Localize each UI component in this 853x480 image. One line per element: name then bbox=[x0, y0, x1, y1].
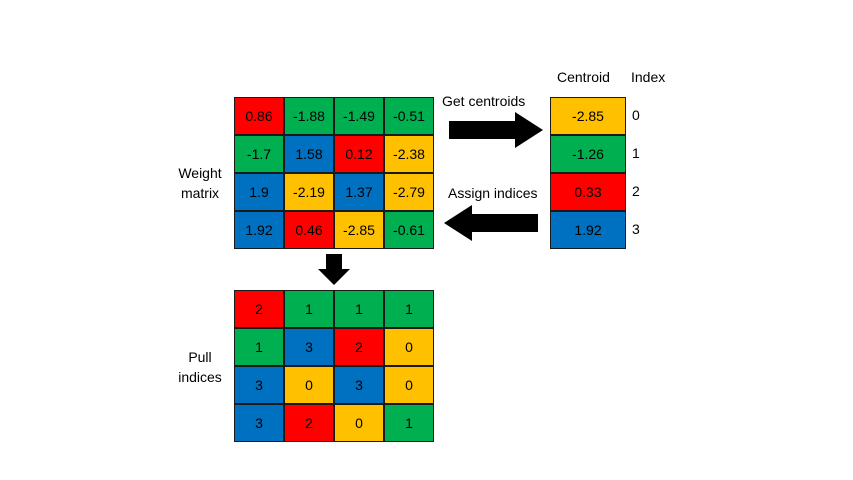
weight-cell: -1.7 bbox=[234, 135, 284, 173]
pull-index-cell: 0 bbox=[384, 328, 434, 366]
weight-matrix-label: Weight matrix bbox=[170, 163, 230, 203]
pull-index-cell: 3 bbox=[284, 328, 334, 366]
get-centroids-label: Get centroids bbox=[442, 93, 526, 109]
weight-cell: 1.37 bbox=[334, 173, 384, 211]
centroid-index-label: 3 bbox=[632, 221, 640, 237]
pull-index-cell: 3 bbox=[334, 366, 384, 404]
pull-index-cell: 2 bbox=[284, 404, 334, 442]
weight-cell: -0.61 bbox=[384, 211, 434, 249]
weight-cell: -1.88 bbox=[284, 97, 334, 135]
assign-indices-label: Assign indices bbox=[448, 185, 538, 201]
centroid-header: Centroid bbox=[557, 69, 610, 85]
pull-index-cell: 3 bbox=[234, 366, 284, 404]
pull-index-cell: 1 bbox=[334, 290, 384, 328]
centroid-index-label: 2 bbox=[632, 183, 640, 199]
weight-cell: 1.9 bbox=[234, 173, 284, 211]
pull-indices-label: Pull indices bbox=[172, 347, 228, 387]
weight-cell: 1.58 bbox=[284, 135, 334, 173]
index-header: Index bbox=[631, 69, 666, 85]
weight-cell: 0.12 bbox=[334, 135, 384, 173]
centroid-index-label: 1 bbox=[632, 145, 640, 161]
right-arrow-icon bbox=[449, 112, 543, 148]
weight-cell: 0.86 bbox=[234, 97, 284, 135]
centroid-cell: 1.92 bbox=[550, 211, 626, 249]
pull-index-cell: 2 bbox=[334, 328, 384, 366]
pull-index-cell: 0 bbox=[284, 366, 334, 404]
centroid-cell: -2.85 bbox=[550, 97, 626, 135]
down-arrow-icon bbox=[318, 254, 350, 285]
weight-cell: -2.79 bbox=[384, 173, 434, 211]
left-arrow-icon bbox=[444, 205, 538, 241]
weight-cell: -0.51 bbox=[384, 97, 434, 135]
centroid-column: -2.85 -1.26 0.33 1.92 bbox=[550, 97, 626, 249]
pull-index-cell: 2 bbox=[234, 290, 284, 328]
pull-index-cell: 0 bbox=[334, 404, 384, 442]
weight-cell: -1.49 bbox=[334, 97, 384, 135]
weight-matrix-grid: 0.86 -1.88 -1.49 -0.51 -1.7 1.58 0.12 -2.38 1.9-… bbox=[234, 97, 434, 249]
weight-cell: -2.38 bbox=[384, 135, 434, 173]
pull-indices-label-line2: indices bbox=[178, 369, 222, 385]
centroid-index-label: 0 bbox=[632, 107, 640, 123]
pull-index-cell: 3 bbox=[234, 404, 284, 442]
pull-index-cell: 1 bbox=[384, 290, 434, 328]
pull-index-cell: 1 bbox=[234, 328, 284, 366]
pull-index-cell: 1 bbox=[284, 290, 334, 328]
weight-cell: 0.46 bbox=[284, 211, 334, 249]
pull-index-cell: 0 bbox=[384, 366, 434, 404]
pull-indices-label-line1: Pull bbox=[188, 349, 212, 365]
weight-cell: -2.19 bbox=[284, 173, 334, 211]
weight-cell: 1.92 bbox=[234, 211, 284, 249]
weight-matrix-label-line1: Weight bbox=[178, 165, 222, 181]
centroid-cell: -1.26 bbox=[550, 135, 626, 173]
weight-cell: -2.85 bbox=[334, 211, 384, 249]
pull-index-cell: 1 bbox=[384, 404, 434, 442]
weight-matrix-label-line2: matrix bbox=[180, 185, 220, 201]
centroid-cell: 0.33 bbox=[550, 173, 626, 211]
